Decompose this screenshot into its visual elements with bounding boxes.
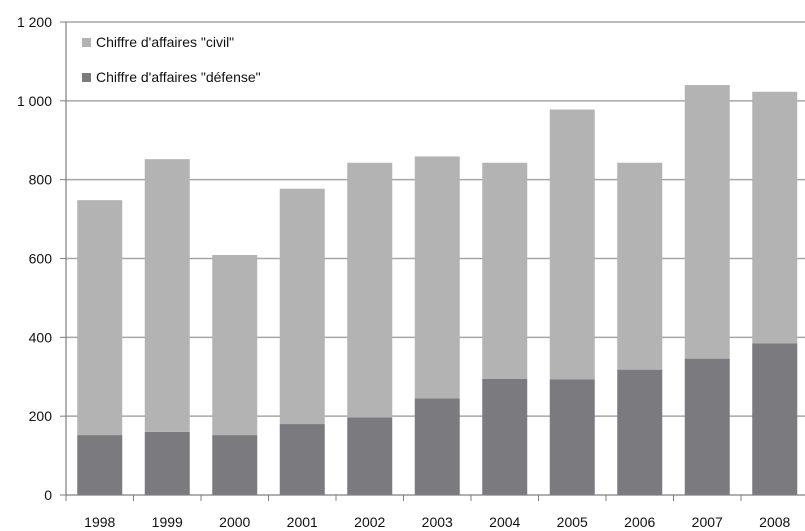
x-tick-label: 2001 bbox=[287, 514, 318, 530]
bar-defense-2006 bbox=[617, 370, 662, 495]
bar-civil-2003 bbox=[415, 156, 460, 398]
legend-label-defense: Chiffre d'affaires "défense" bbox=[96, 69, 261, 85]
x-tick-label: 1998 bbox=[84, 514, 115, 530]
bar-civil-2005 bbox=[550, 110, 595, 380]
x-tick-label: 2004 bbox=[489, 514, 520, 530]
bar-defense-2005 bbox=[550, 380, 595, 495]
bar-defense-2004 bbox=[482, 379, 527, 495]
bar-civil-2000 bbox=[212, 255, 257, 435]
y-tick-label: 400 bbox=[29, 329, 53, 345]
legend-label-civil: Chiffre d'affaires "civil" bbox=[96, 34, 234, 50]
bar-defense-1999 bbox=[145, 432, 190, 495]
bar-civil-1998 bbox=[77, 200, 122, 435]
x-tick-label: 2006 bbox=[624, 514, 655, 530]
y-tick-label: 1 200 bbox=[17, 14, 52, 30]
bar-defense-2000 bbox=[212, 435, 257, 495]
y-tick-label: 800 bbox=[29, 172, 53, 188]
x-tick-label: 2003 bbox=[422, 514, 453, 530]
legend: Chiffre d'affaires "civil" Chiffre d'aff… bbox=[82, 34, 261, 85]
bar-civil-2006 bbox=[617, 163, 662, 370]
x-tick-label: 2005 bbox=[557, 514, 588, 530]
bar-civil-2002 bbox=[347, 163, 392, 418]
bars bbox=[77, 85, 797, 495]
y-tick-label: 0 bbox=[44, 487, 52, 503]
bar-defense-2003 bbox=[415, 398, 460, 495]
legend-swatch-civil bbox=[82, 38, 91, 47]
legend-swatch-defense bbox=[82, 73, 91, 82]
bar-civil-2007 bbox=[685, 85, 730, 359]
x-tick-label: 2007 bbox=[692, 514, 723, 530]
x-tick-label: 2000 bbox=[219, 514, 250, 530]
y-tick-label: 600 bbox=[29, 251, 53, 267]
bar-defense-2001 bbox=[280, 424, 325, 495]
x-tick-label: 2002 bbox=[354, 514, 385, 530]
bar-defense-2007 bbox=[685, 359, 730, 495]
bar-defense-1998 bbox=[77, 435, 122, 495]
bar-civil-1999 bbox=[145, 159, 190, 432]
bar-defense-2008 bbox=[752, 343, 797, 495]
bar-civil-2008 bbox=[752, 92, 797, 343]
y-tick-label: 200 bbox=[29, 408, 53, 424]
bar-civil-2001 bbox=[280, 189, 325, 424]
y-tick-label: 1 000 bbox=[17, 93, 52, 109]
x-axis-ticks: 1998 1999 2000 2001 2002 2003 2004 2005 2006 2007… bbox=[66, 495, 791, 530]
y-axis-ticks: 0 200 400 600 800 1 000 1 200 bbox=[17, 14, 66, 503]
x-tick-label: 1999 bbox=[152, 514, 183, 530]
bar-defense-2002 bbox=[347, 417, 392, 495]
bar-civil-2004 bbox=[482, 163, 527, 379]
x-tick-label: 2008 bbox=[759, 514, 790, 530]
